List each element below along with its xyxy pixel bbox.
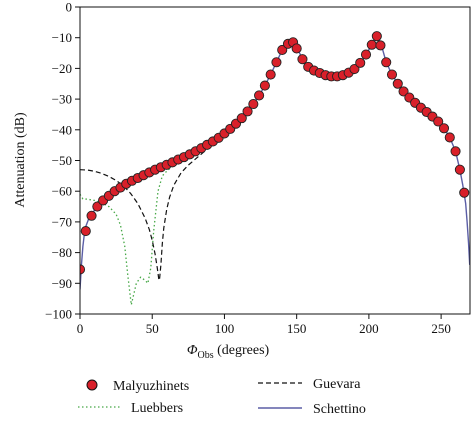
x-axis-label-symbol: Φ xyxy=(187,343,198,358)
y-tick-label: −20 xyxy=(52,61,72,76)
plot-frame xyxy=(79,6,471,315)
legend: Malyuzhinets Guevara Luebbers Schettino xyxy=(78,377,366,417)
y-axis-label: Attenuation (dB) xyxy=(13,112,28,208)
marker-malyuzhinets xyxy=(438,123,450,134)
x-tick-label: 150 xyxy=(287,321,307,336)
marker-malyuzhinets xyxy=(444,132,455,143)
x-axis-label-subscript: Obs xyxy=(197,350,213,361)
marker-malyuzhinets xyxy=(86,210,97,221)
y-tick-label: −100 xyxy=(45,307,72,322)
marker-malyuzhinets xyxy=(248,98,259,110)
y-tick-label: −50 xyxy=(52,153,72,168)
marker-malyuzhinets xyxy=(271,57,282,68)
marker-malyuzhinets xyxy=(259,80,270,91)
y-tick-label: −10 xyxy=(52,30,72,45)
marker-malyuzhinets xyxy=(265,69,276,80)
marker-malyuzhinets xyxy=(381,57,392,68)
x-tick-label: 100 xyxy=(215,321,235,336)
legend-marker-malyuzhinets xyxy=(86,379,98,391)
marker-malyuzhinets xyxy=(236,113,247,124)
marker-malyuzhinets xyxy=(433,116,444,127)
marker-malyuzhinets xyxy=(349,63,360,75)
marker-malyuzhinets xyxy=(277,44,288,56)
marker-malyuzhinets xyxy=(398,86,409,97)
x-tick-label: 200 xyxy=(359,321,379,336)
y-tick-label: −70 xyxy=(52,214,72,229)
axes: 0 50 100 150 200 250 0 −10 −20 −30 −40 −50 −60 −70 −80… xyxy=(45,0,451,336)
x-tick-label: 50 xyxy=(146,321,159,336)
marker-malyuzhinets xyxy=(392,78,403,89)
legend-label-luebbers: Luebbers xyxy=(131,401,183,416)
x-axis-label: ΦObs (degrees) xyxy=(187,343,270,361)
marker-malyuzhinets xyxy=(291,43,302,54)
x-axis-label-unit: (degrees) xyxy=(214,343,270,358)
y-tick-label: −30 xyxy=(52,92,72,107)
marker-malyuzhinets xyxy=(254,90,265,101)
x-tick-label: 250 xyxy=(431,321,451,336)
marker-malyuzhinets xyxy=(355,57,366,68)
y-tick-label: −90 xyxy=(52,276,72,291)
marker-malyuzhinets xyxy=(375,40,386,51)
legend-label-malyuzhinets: Malyuzhinets xyxy=(113,379,189,394)
marker-malyuzhinets xyxy=(242,106,253,117)
marker-malyuzhinets xyxy=(459,187,470,198)
marker-malyuzhinets xyxy=(297,54,308,65)
y-tick-label: −40 xyxy=(52,122,72,137)
marker-malyuzhinets xyxy=(371,31,382,42)
marker-malyuzhinets xyxy=(92,201,103,212)
plot-area xyxy=(80,31,470,306)
series-line-guevara xyxy=(80,127,233,281)
legend-label-schettino: Schettino xyxy=(313,402,366,417)
y-tick-label: −60 xyxy=(52,184,72,199)
marker-malyuzhinets xyxy=(366,39,377,50)
marker-malyuzhinets xyxy=(80,226,91,237)
marker-malyuzhinets xyxy=(360,49,372,60)
y-tick-label: −80 xyxy=(52,245,72,260)
marker-malyuzhinets xyxy=(454,164,465,175)
series-line-luebbers xyxy=(80,124,240,306)
marker-malyuzhinets xyxy=(450,146,461,157)
x-tick-label: 0 xyxy=(77,321,84,336)
y-tick-label: 0 xyxy=(66,0,73,15)
marker-malyuzhinets xyxy=(386,69,398,80)
legend-label-guevara: Guevara xyxy=(313,377,361,392)
